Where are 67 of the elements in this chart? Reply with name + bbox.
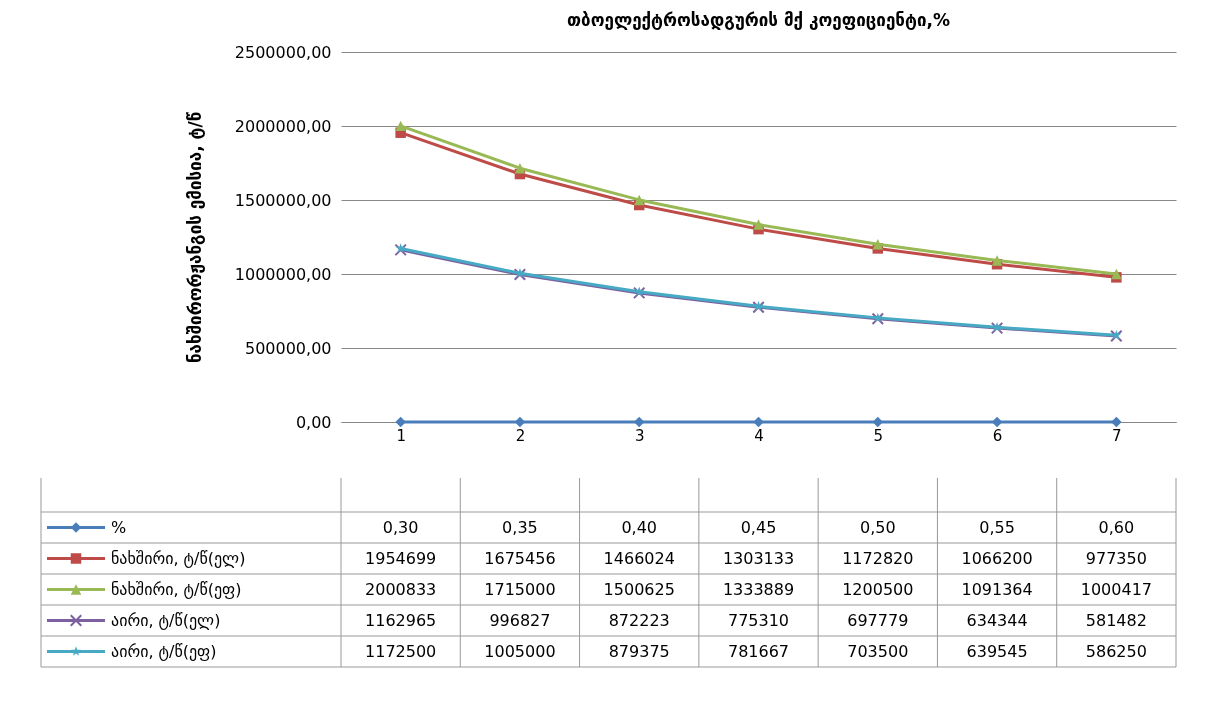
x-tick-label: 3 — [634, 426, 645, 445]
y-tick-label: 1000000,00 — [234, 264, 332, 284]
data-label: 634344 — [966, 610, 1028, 630]
data-label: 977350 — [1085, 548, 1147, 568]
data-label: 1466024 — [603, 548, 675, 568]
y-axis-title: ნახშირორჟანგის ემისია, ტ/წ — [184, 111, 205, 364]
x-tick-label: 7 — [1112, 426, 1122, 445]
data-label: 1091364 — [961, 579, 1033, 599]
data-label: 1000417 — [1080, 579, 1152, 599]
point — [395, 120, 406, 132]
data-label: 0,30 — [382, 517, 419, 537]
x-tick-label: 5 — [873, 426, 884, 445]
point — [514, 162, 526, 174]
data-label: 872223 — [608, 610, 670, 630]
y-tick-label: 2000000,00 — [234, 116, 332, 136]
data-label: 0,60 — [1098, 517, 1135, 537]
point — [991, 255, 1003, 266]
point — [633, 194, 645, 206]
data-label: 1675456 — [484, 548, 556, 568]
data-label: 1172820 — [842, 548, 914, 568]
x-tick-label: 6 — [992, 426, 1003, 445]
data-label: 697779 — [847, 610, 909, 630]
data-label: 581482 — [1085, 610, 1147, 630]
point — [872, 239, 884, 250]
data-label: 1500625 — [603, 579, 675, 599]
data-label: 2000833 — [365, 579, 437, 599]
chart-title: თბოელექტროსადგურის მქ კოეფიციენტი,% — [566, 10, 951, 30]
data-label: 586250 — [1085, 641, 1147, 661]
data-label: 1954699 — [365, 548, 437, 568]
legend-label: აირი, ტ/წ(ელ) — [111, 610, 221, 630]
data-label: 1333889 — [722, 579, 795, 599]
point — [753, 219, 764, 230]
point — [394, 243, 407, 257]
data-label: 1303133 — [722, 548, 795, 568]
y-tick-label: 500000,00 — [244, 338, 332, 358]
data-label: 1162965 — [365, 610, 437, 630]
point — [753, 416, 764, 428]
legend-label: აირი, ტ/წ(ეფ) — [111, 641, 217, 661]
point — [1111, 268, 1122, 280]
data-label: 0,55 — [979, 517, 1015, 537]
data-label: 0,35 — [502, 517, 538, 537]
legend-label: ნახშირი, ტ/წ(ეფ) — [111, 579, 242, 599]
data-label: 1172500 — [365, 641, 437, 661]
data-label: 996827 — [489, 610, 551, 630]
data-label: 775310 — [727, 610, 790, 630]
data-label: 639545 — [966, 641, 1028, 661]
data-label: 879375 — [608, 641, 670, 661]
point — [395, 416, 406, 428]
data-label: 1715000 — [484, 579, 556, 599]
legend-label: ნახშირი, ტ/წ(ელ) — [111, 548, 246, 568]
data-label: 1200500 — [842, 579, 914, 599]
x-tick-label: 2 — [515, 426, 526, 445]
data-label: 0,50 — [859, 517, 896, 537]
point — [395, 243, 406, 253]
legend-label: % — [111, 517, 127, 537]
x-tick-label: 1 — [396, 426, 406, 445]
x-tick-label: 4 — [754, 426, 764, 445]
data-label: 781667 — [727, 641, 790, 661]
data-label: 703500 — [847, 641, 909, 661]
point — [1111, 416, 1122, 428]
data-label: 1066200 — [961, 548, 1033, 568]
data-label: 0,40 — [621, 517, 658, 537]
y-tick-label: 2500000,00 — [234, 42, 332, 62]
data-label: 0,45 — [740, 517, 777, 537]
y-tick-label: 0,00 — [295, 412, 332, 432]
y-tick-label: 1500000,00 — [234, 190, 332, 210]
data-label: 1005000 — [484, 641, 556, 661]
